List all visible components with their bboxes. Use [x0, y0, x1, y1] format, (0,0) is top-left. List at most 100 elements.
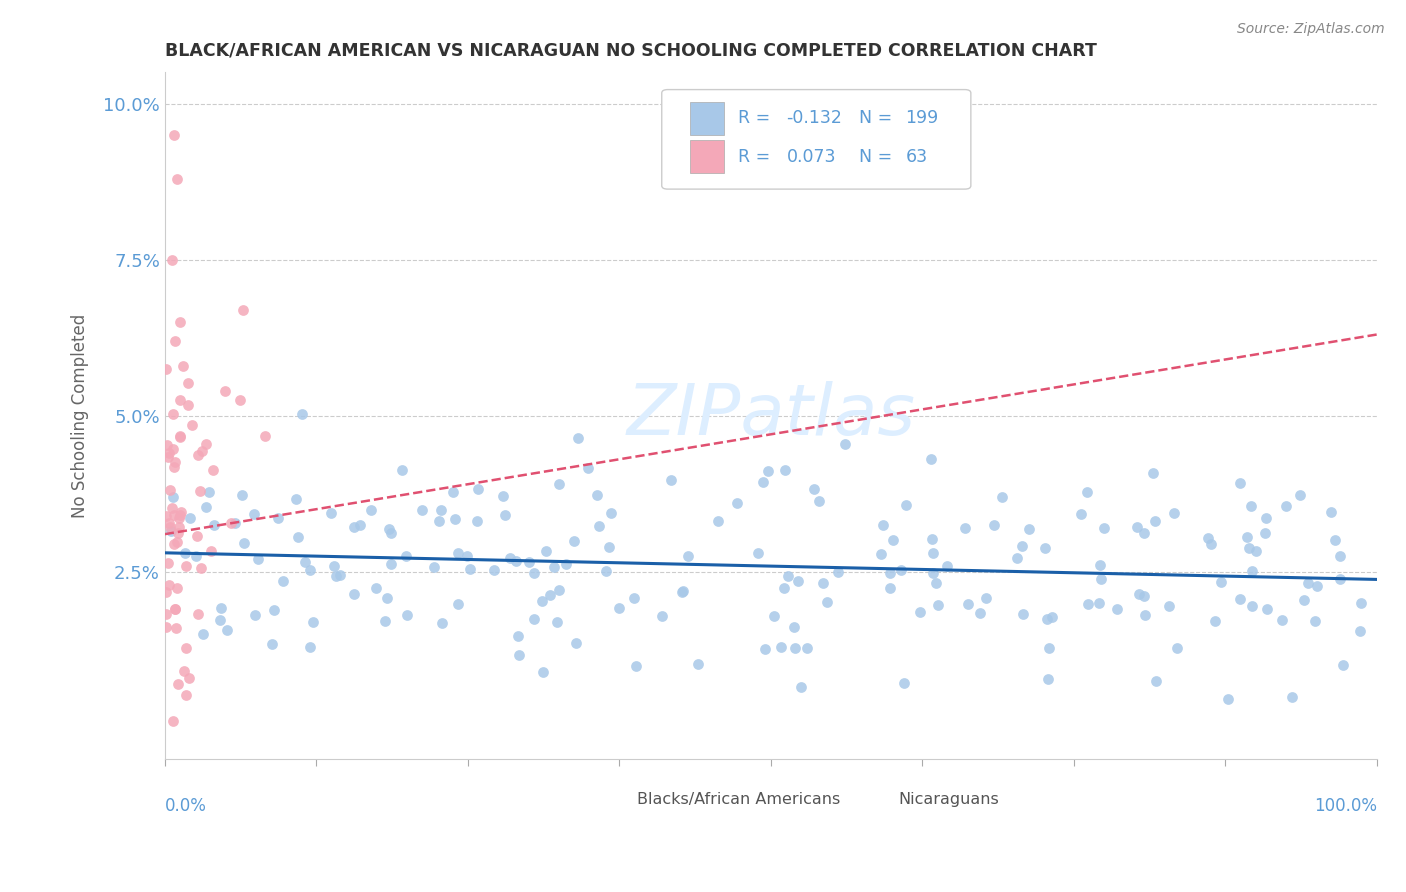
Point: [166, 526, 188, 541]
Point: [160, 524, 183, 538]
Point: [157, 450, 180, 464]
Point: [219, 516, 242, 530]
Point: [706, 514, 728, 528]
Point: [607, 600, 630, 615]
Point: [1005, 551, 1028, 566]
Text: R =: R =: [738, 110, 776, 128]
Point: [232, 303, 254, 318]
Point: [194, 437, 217, 451]
Point: [1240, 499, 1263, 513]
Point: [811, 575, 834, 590]
Point: [291, 407, 314, 421]
Point: [174, 688, 197, 702]
Point: [920, 451, 942, 466]
Point: [773, 581, 796, 595]
Point: [391, 463, 413, 477]
Point: [167, 677, 190, 691]
Point: [1133, 607, 1156, 622]
Point: [588, 518, 610, 533]
Point: [208, 613, 231, 627]
Point: [672, 584, 695, 599]
Point: [763, 608, 786, 623]
Point: [177, 398, 200, 412]
Point: [202, 463, 225, 477]
Point: [893, 676, 915, 690]
Point: [1281, 690, 1303, 705]
Point: [1289, 488, 1312, 502]
Point: [156, 556, 179, 570]
Point: [169, 511, 191, 525]
Point: [1088, 596, 1111, 610]
Point: [1256, 602, 1278, 616]
Point: [499, 550, 522, 565]
Point: [1128, 587, 1150, 601]
Point: [785, 640, 807, 655]
Point: [921, 566, 943, 581]
Point: [169, 429, 191, 443]
Text: 63: 63: [905, 148, 928, 166]
Point: [790, 680, 813, 694]
Point: [1159, 599, 1181, 613]
Point: [395, 607, 418, 622]
Point: [174, 640, 197, 655]
Point: [166, 171, 188, 186]
Point: [217, 623, 239, 637]
Point: [1033, 541, 1056, 555]
Point: [430, 502, 453, 516]
Point: [467, 514, 489, 528]
Point: [186, 529, 208, 543]
Point: [872, 518, 894, 533]
Point: [623, 591, 645, 605]
Point: [187, 449, 209, 463]
Point: [166, 582, 188, 596]
Text: 199: 199: [905, 110, 939, 128]
Point: [165, 455, 187, 469]
Point: [169, 315, 191, 329]
Point: [491, 489, 513, 503]
Point: [725, 496, 748, 510]
Point: [423, 559, 446, 574]
Point: [1090, 572, 1112, 586]
Text: Source: ZipAtlas.com: Source: ZipAtlas.com: [1237, 22, 1385, 37]
Point: [1199, 537, 1222, 551]
Point: [169, 520, 191, 534]
Point: [191, 443, 214, 458]
Point: [1296, 576, 1319, 591]
Point: [163, 128, 186, 142]
Point: [467, 483, 489, 497]
Point: [1142, 467, 1164, 481]
Point: [263, 603, 285, 617]
Point: [394, 549, 416, 563]
Point: [531, 665, 554, 679]
Point: [301, 615, 323, 629]
Point: [1144, 514, 1167, 528]
Text: N =: N =: [859, 110, 898, 128]
Text: N =: N =: [859, 148, 898, 166]
Point: [170, 505, 193, 519]
Point: [173, 665, 195, 679]
Point: [778, 569, 800, 583]
Point: [775, 463, 797, 477]
Point: [1132, 525, 1154, 540]
Point: [174, 559, 197, 574]
Point: [159, 520, 181, 534]
Point: [787, 574, 810, 588]
Point: [1211, 575, 1233, 590]
Point: [209, 601, 232, 615]
Point: [165, 602, 187, 616]
Point: [921, 532, 943, 546]
Point: [165, 621, 187, 635]
Point: [688, 657, 710, 672]
Point: [1197, 531, 1219, 545]
Point: [678, 549, 700, 563]
Point: [586, 488, 609, 502]
Point: [1011, 539, 1033, 553]
Point: [294, 555, 316, 569]
Point: [530, 594, 553, 608]
Point: [1271, 613, 1294, 627]
Point: [879, 566, 901, 581]
Point: [770, 640, 793, 654]
Point: [870, 547, 893, 561]
Point: [162, 442, 184, 457]
Point: [659, 473, 682, 487]
